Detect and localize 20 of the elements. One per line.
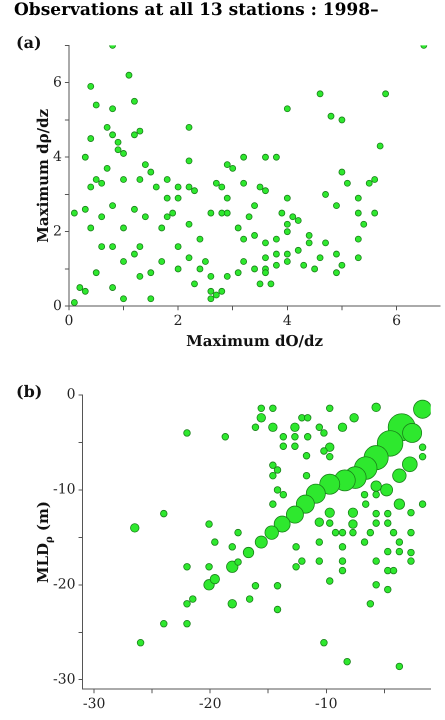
y-tick-label: -20: [53, 576, 76, 592]
y-tick-label: -10: [53, 482, 76, 498]
y-tick-label: 6: [52, 74, 62, 90]
x-tick-label: -30: [82, 696, 106, 712]
x-tick-label: -20: [198, 696, 222, 712]
y-axis-title: MLDρ (m): [34, 501, 55, 584]
x-tick-label: -10: [314, 696, 338, 712]
y-tick-label: 0: [66, 386, 76, 403]
y-tick-label: 0: [52, 298, 62, 314]
y-axis-title: Maximum dρ/dz: [34, 108, 52, 243]
text: (b): [16, 382, 42, 402]
y-tick-label: -30: [53, 671, 76, 688]
x-tick-label: 6: [392, 313, 402, 330]
x-tick-label: 4: [282, 313, 292, 330]
x-tick-label: 2: [174, 313, 183, 330]
chart-title: Observations at all 13 stations : 1998–: [13, 0, 380, 22]
text: (a): [16, 33, 42, 52]
x-axis-title: Maximum dO/dz: [186, 332, 324, 350]
y-tick-label: 2: [52, 223, 62, 240]
y-tick-label: 4: [52, 148, 62, 165]
